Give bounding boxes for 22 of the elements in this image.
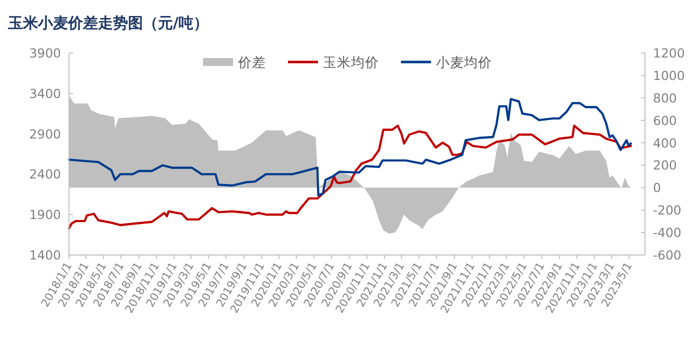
line-series <box>68 98 632 196</box>
y2-tick-label: 0 <box>653 180 661 196</box>
y2-tick-label: 1000 <box>653 68 685 83</box>
y2-tick-label: -600 <box>653 248 682 262</box>
legend-label: 小麦均价 <box>436 55 492 71</box>
y2-tick-label: 600 <box>653 112 677 128</box>
y2-tick-label: 1200 <box>653 46 685 60</box>
y-tick-label: 2900 <box>29 126 62 142</box>
legend-label: 价差 <box>237 55 266 71</box>
y2-tick-label: -400 <box>653 225 682 240</box>
y-tick-label: 1400 <box>29 248 62 262</box>
y-tick-label: 3400 <box>29 86 62 101</box>
y2-tick-label: -200 <box>653 202 682 218</box>
y2-tick-label: 800 <box>653 90 677 106</box>
y-tick-label: 2400 <box>29 166 62 182</box>
legend-label: 玉米均价 <box>323 55 379 71</box>
chart-title: 玉米小麦价差走势图（元/吨） <box>7 14 208 32</box>
y2-tick-label: 400 <box>653 135 677 150</box>
y2-tick-label: 200 <box>653 158 677 173</box>
y-tick-label: 3900 <box>29 46 62 60</box>
line-series <box>68 124 632 230</box>
y-tick-label: 1900 <box>29 207 62 222</box>
